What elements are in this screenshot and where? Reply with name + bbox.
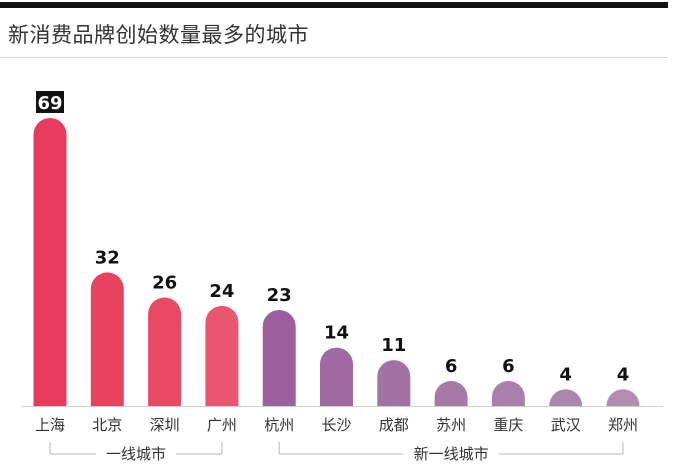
bar-郑州: [606, 389, 640, 406]
group-label: 一线城市: [106, 445, 166, 463]
bar-杭州: [262, 310, 296, 406]
group-brackets-layer: 一线城市 新一线城市: [49, 442, 624, 463]
value-label: 69: [37, 93, 62, 114]
category-label: 长沙: [321, 416, 351, 434]
bar-上海: [33, 118, 67, 406]
category-label: 上海: [35, 416, 65, 434]
value-label: 26: [152, 272, 177, 293]
value-label: 23: [267, 285, 292, 306]
category-label: 北京: [92, 416, 122, 434]
value-label: 4: [617, 364, 630, 385]
value-label: 4: [559, 364, 572, 385]
bars-layer: 69 32 26 24 23 14 11 6 6 4 4: [33, 91, 640, 406]
value-label: 6: [445, 356, 458, 377]
chart-title: 新消费品牌创始数量最多的城市: [8, 23, 309, 47]
value-label: 32: [95, 247, 120, 268]
category-labels-layer: 上海 北京 深圳 广州 杭州 长沙 成都 苏州 重庆 武汉 郑州: [35, 416, 638, 434]
bar-苏州: [434, 380, 468, 406]
category-label: 武汉: [551, 416, 581, 434]
value-label-highlight-bg: [36, 91, 64, 113]
value-label: 24: [209, 281, 234, 302]
value-label: 6: [502, 356, 515, 377]
category-label: 重庆: [493, 416, 523, 434]
bar-广州: [205, 305, 239, 406]
category-label: 杭州: [264, 416, 294, 434]
category-label: 苏州: [436, 416, 466, 434]
bar-成都: [377, 360, 411, 406]
category-label: 成都: [379, 416, 409, 434]
category-label: 深圳: [150, 416, 180, 434]
top-rule: [0, 2, 668, 8]
group-label: 新一线城市: [414, 445, 489, 463]
bar-北京: [90, 272, 124, 406]
value-label: 11: [381, 335, 406, 356]
bar-深圳: [148, 297, 182, 406]
bar-重庆: [491, 380, 525, 406]
title-divider: [0, 57, 668, 58]
bar-长沙: [320, 347, 353, 406]
category-label: 广州: [207, 416, 237, 434]
bar-武汉: [549, 389, 583, 406]
value-label: 14: [324, 323, 349, 344]
category-label: 郑州: [608, 416, 638, 434]
